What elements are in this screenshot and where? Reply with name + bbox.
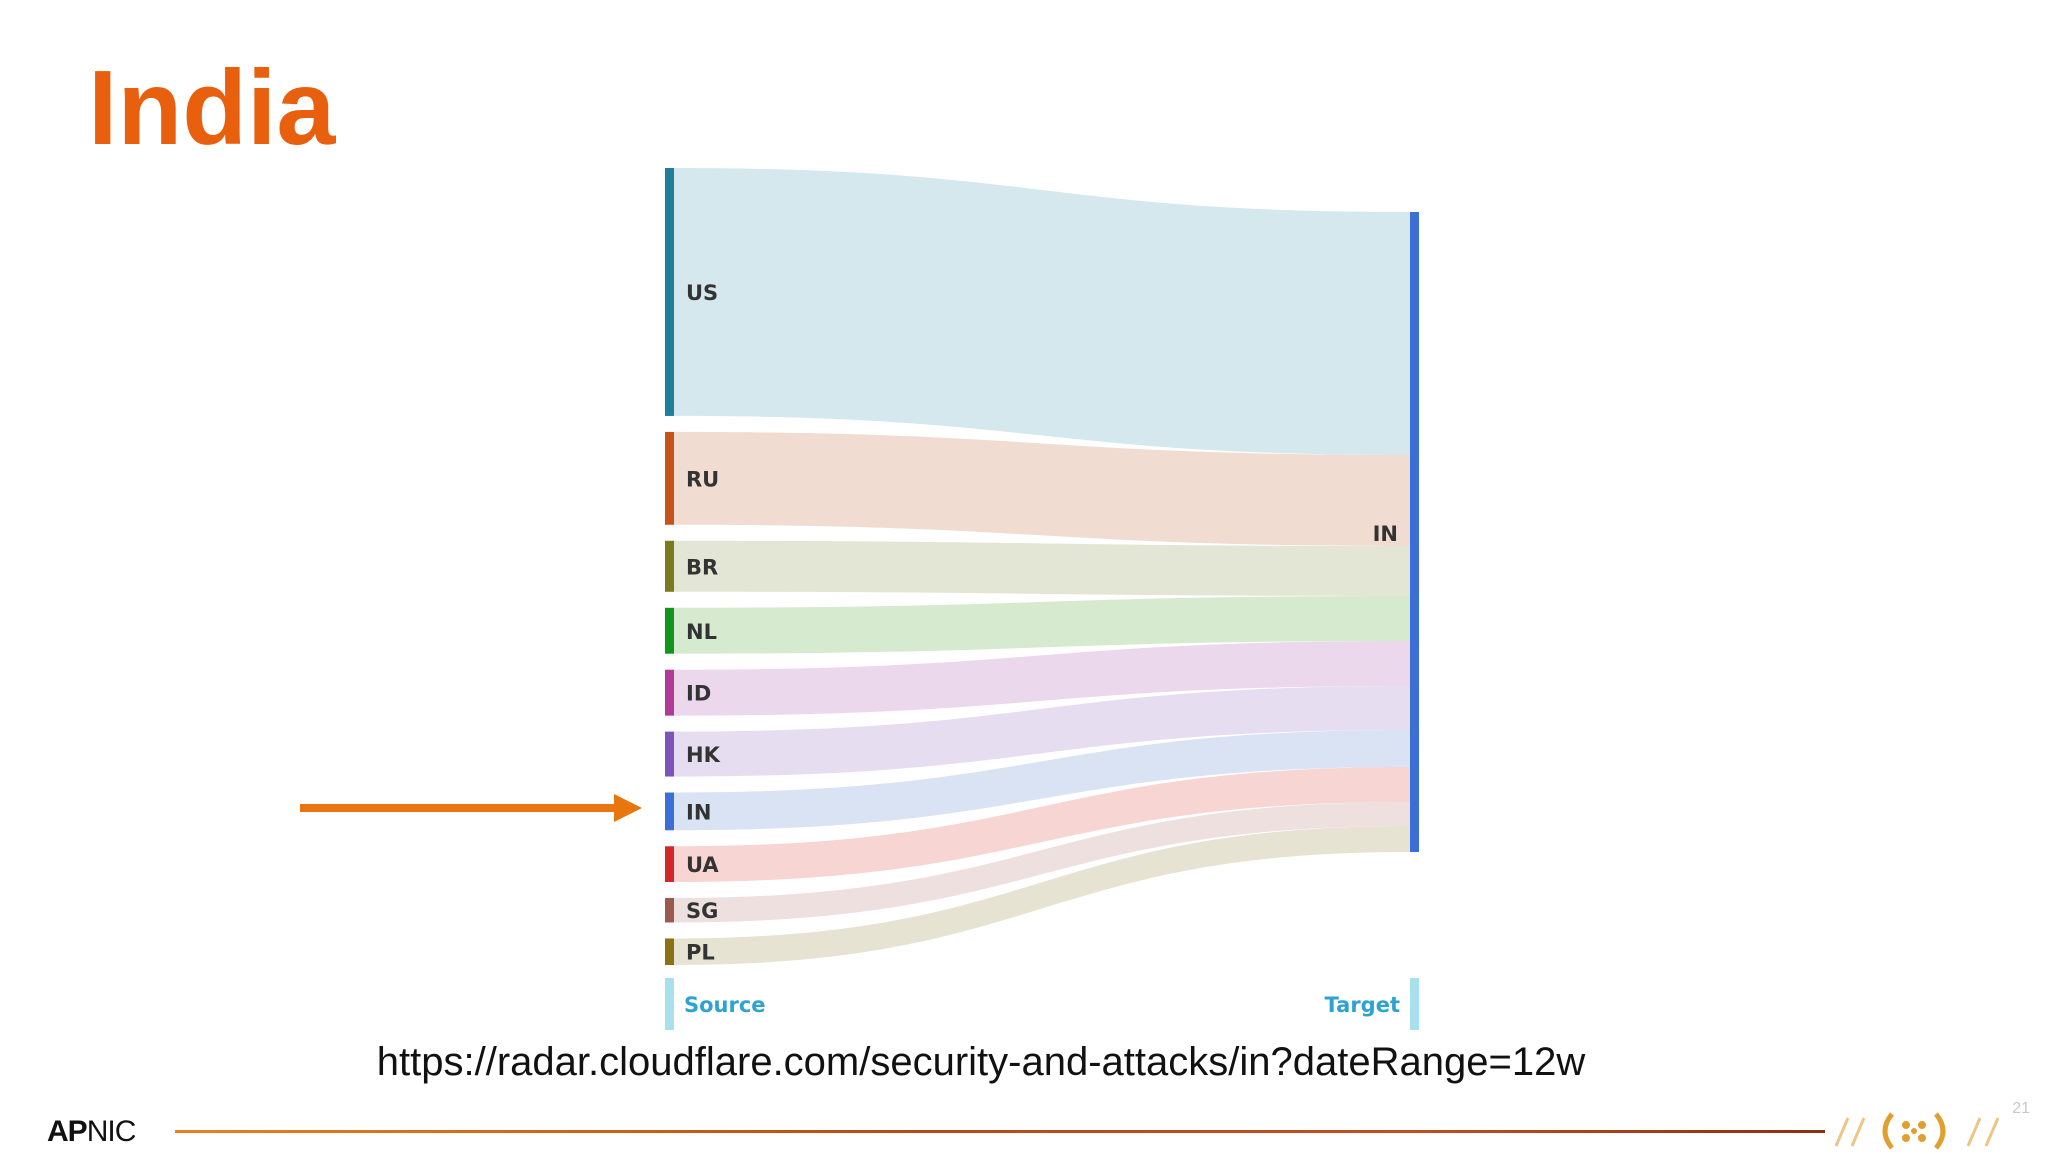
target-axis-marker <box>1410 978 1419 1030</box>
flow-br <box>674 540 1410 596</box>
source-label-ru: RU <box>686 467 719 491</box>
source-node-sg <box>665 897 674 923</box>
sankey-diagram: US RU BR NL ID HK IN UA SG PL IN Source Target <box>300 168 1419 1030</box>
sankey-flows <box>674 168 1410 965</box>
sankey-nodes <box>665 168 1419 965</box>
arrow-right-icon <box>300 794 642 822</box>
flow-id <box>674 641 1410 716</box>
source-label-ua: UA <box>686 853 719 877</box>
logo-rest: NIC <box>86 1115 137 1148</box>
flow-nl <box>674 596 1410 654</box>
apnic-logo: APNIC <box>47 1115 137 1149</box>
source-node-ua <box>665 846 674 882</box>
source-node-hk <box>665 731 674 777</box>
source-label-sg: SG <box>686 899 718 923</box>
source-axis-marker <box>665 978 674 1030</box>
source-label-nl: NL <box>686 620 717 644</box>
source-label-us: US <box>686 281 718 305</box>
source-label-pl: PL <box>686 941 715 965</box>
sankey-labels: US RU BR NL ID HK IN UA SG PL IN <box>686 281 1398 965</box>
source-label-br: BR <box>686 555 718 579</box>
flow-pl <box>674 826 1410 965</box>
slide-title: India <box>88 49 336 167</box>
target-label-in: IN <box>1373 522 1398 546</box>
flow-in <box>674 730 1410 831</box>
source-node-ru <box>665 431 674 525</box>
source-node-pl <box>665 938 674 965</box>
target-axis-label: Target <box>1325 993 1400 1017</box>
flow-us <box>674 168 1410 455</box>
source-node-br <box>665 540 674 592</box>
source-label-id: ID <box>686 682 711 706</box>
source-url: https://radar.cloudflare.com/security-an… <box>376 1040 1586 1084</box>
flow-hk <box>674 686 1410 777</box>
flow-ua <box>674 767 1410 882</box>
flow-ru <box>674 431 1410 546</box>
source-label-hk: HK <box>686 743 721 767</box>
target-node-in <box>1410 212 1419 852</box>
source-node-nl <box>665 607 674 654</box>
source-node-in <box>665 792 674 831</box>
logo-bold: AP <box>47 1115 88 1148</box>
ipv6-brand-icon <box>1834 1112 2000 1150</box>
page-number: 21 <box>2012 1100 2030 1117</box>
source-axis-label: Source <box>684 993 766 1017</box>
source-label-in: IN <box>686 800 711 824</box>
source-node-us <box>665 168 674 416</box>
flow-sg <box>674 802 1410 923</box>
footer-divider <box>175 1130 1825 1133</box>
source-node-id <box>665 669 674 716</box>
